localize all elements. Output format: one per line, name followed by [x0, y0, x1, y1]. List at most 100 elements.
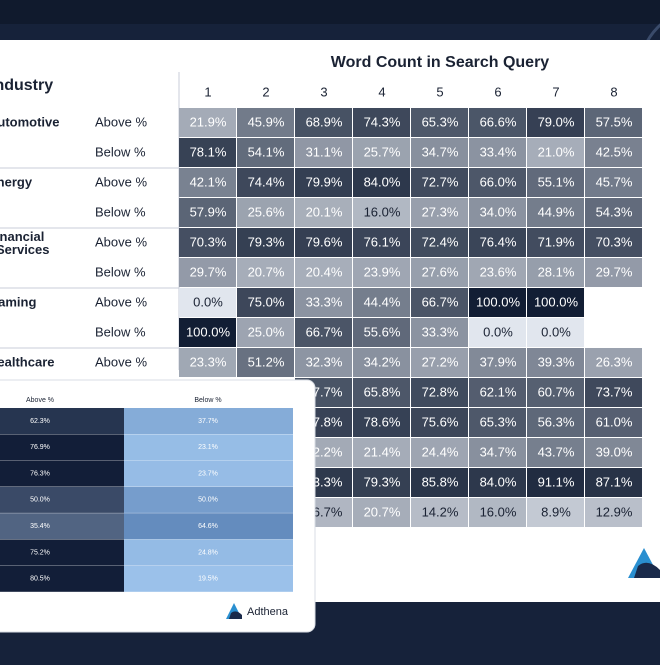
cell: [469, 348, 526, 377]
cell-value: 0.0%: [483, 324, 513, 339]
overlay-card: Above % Below % 62.3% 37.7% 76.9% 23.1% 76.3% 2…: [0, 379, 316, 633]
cell-value: 39.0%: [596, 444, 633, 459]
overlay-cell: [0, 565, 124, 592]
cell: [527, 468, 584, 497]
cell-value: 79.0%: [538, 114, 575, 129]
row-label: Below %: [95, 324, 146, 339]
overlay-cell: [124, 408, 293, 434]
cell-value: 42.5%: [596, 144, 633, 159]
cell-value: 16.0%: [480, 504, 517, 519]
cell-value: 84.0%: [364, 174, 401, 189]
cell-value: 87.1%: [596, 474, 633, 489]
table-title: Word Count in Search Query: [331, 54, 550, 71]
overlay-cell: [124, 539, 293, 566]
column-header: 2: [262, 84, 269, 99]
cell-value: 72.8%: [422, 384, 459, 399]
cell-value: 31.1%: [306, 144, 343, 159]
cell: [353, 438, 410, 467]
cell: [411, 438, 468, 467]
cell: [295, 288, 352, 317]
cell-value: 21.0%: [538, 144, 575, 159]
cell-value: 72.4%: [422, 234, 459, 249]
cell: [237, 288, 294, 317]
cell: [295, 168, 352, 197]
cell-value: 55.6%: [364, 324, 401, 339]
cell-value: 20.7%: [248, 264, 285, 279]
cell: [585, 408, 642, 437]
cell-value: 65.3%: [422, 114, 459, 129]
cell-value: 70.3%: [596, 234, 633, 249]
cell-value: 34.7%: [422, 144, 459, 159]
cell-value: 75.6%: [422, 414, 459, 429]
column-header: 6: [494, 84, 501, 99]
cell: [469, 408, 526, 437]
cell: [527, 288, 584, 317]
cell-value: 29.7%: [596, 264, 633, 279]
cell-value: 100.0%: [476, 294, 521, 309]
cell-value: 26.3%: [596, 354, 633, 369]
industry-name: Energy: [0, 174, 33, 189]
cell-value: 25.0%: [248, 324, 285, 339]
cell-value: 21.9%: [190, 114, 227, 129]
cell: [353, 408, 410, 437]
cell: [353, 258, 410, 287]
overlay-value: 23.1%: [198, 444, 218, 451]
cell: [585, 348, 642, 377]
top-band: [0, 0, 660, 24]
cell: [585, 438, 642, 467]
overlay-cell: [0, 539, 124, 566]
cell-value: 84.0%: [480, 474, 517, 489]
cell: [585, 378, 642, 407]
cell-value: 74.4%: [248, 174, 285, 189]
cell-value: 61.0%: [596, 414, 633, 429]
cell-value: 33.3%: [422, 324, 459, 339]
row-label: Above %: [95, 174, 147, 189]
cell-value: 33.3%: [306, 294, 343, 309]
cell: [469, 378, 526, 407]
cell-value: 60.7%: [538, 384, 575, 399]
cell-value: 91.1%: [538, 474, 575, 489]
cell: [179, 318, 236, 347]
overlay-cell: [0, 513, 124, 540]
row-label: Above %: [95, 234, 147, 249]
cell: [527, 198, 584, 227]
logo-large: [628, 548, 660, 578]
cell: [527, 498, 584, 527]
cell: [179, 108, 236, 137]
brand: Adthena: [247, 606, 289, 618]
column-header: 1: [204, 84, 211, 99]
cell: [179, 258, 236, 287]
cell-value: 39.3%: [538, 354, 575, 369]
cell-value: 45.7%: [596, 174, 633, 189]
cell-value: 79.3%: [248, 234, 285, 249]
logo-small: [226, 603, 242, 619]
cell: [353, 468, 410, 497]
cell-value: 66.7%: [306, 324, 343, 339]
cell-value: 29.7%: [190, 264, 227, 279]
cell: [411, 258, 468, 287]
cell: [295, 108, 352, 137]
cell-value: 57.9%: [190, 204, 227, 219]
cell: [237, 108, 294, 137]
cell-value: 20.4%: [306, 264, 343, 279]
cell-value: 27.3%: [422, 204, 459, 219]
row-label: Above %: [95, 354, 147, 369]
cell-value: 34.2%: [364, 354, 401, 369]
cell: [527, 108, 584, 137]
cell: [353, 228, 410, 257]
cell: [411, 198, 468, 227]
cell: [179, 228, 236, 257]
industry-name: Healthcare: [0, 354, 54, 369]
cell: [353, 108, 410, 137]
cell: [527, 318, 584, 347]
cell-value: 28.1%: [538, 264, 575, 279]
row-label: Above %: [95, 294, 147, 309]
cell: [411, 378, 468, 407]
cell: [469, 438, 526, 467]
row-label: Below %: [95, 204, 146, 219]
cell: [469, 198, 526, 227]
cell: [237, 348, 294, 377]
cell: [469, 288, 526, 317]
cell: [179, 138, 236, 167]
